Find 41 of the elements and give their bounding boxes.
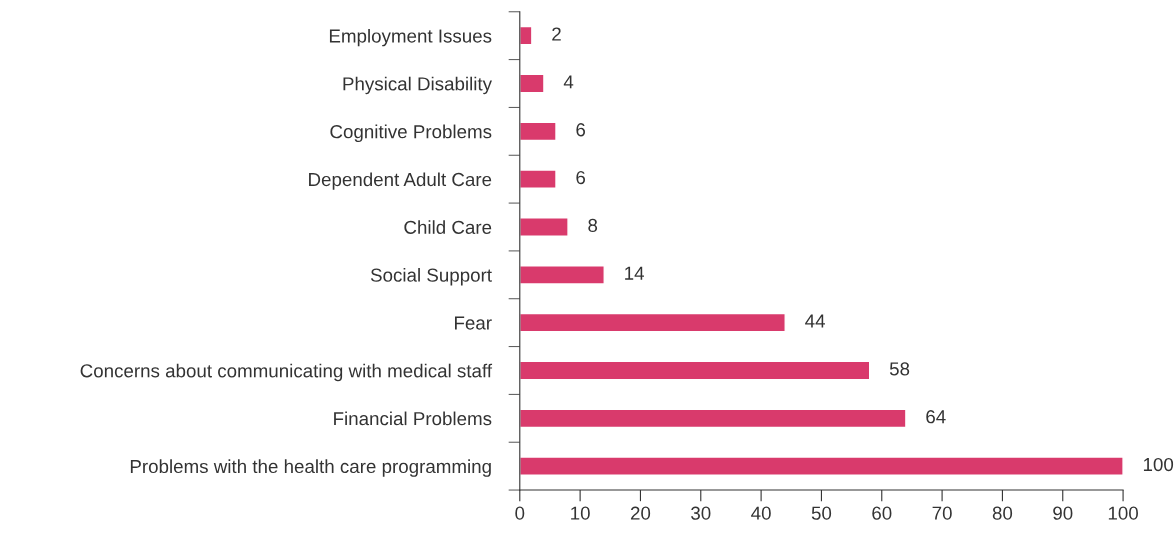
bar (519, 360, 871, 381)
data-label: 100 (1143, 457, 1174, 472)
y-tick-label: Cognitive Problems (330, 124, 492, 143)
x-tick-label: 0 (515, 506, 525, 520)
bar (519, 25, 533, 46)
y-tick-label: Child Care (404, 220, 492, 234)
x-tick-label: 20 (630, 506, 651, 520)
x-tick-label: 30 (691, 506, 711, 520)
y-tick-label: Problems with the health care programming (130, 459, 491, 477)
y-tick-label: Fear (455, 316, 492, 330)
x-tick-label: 80 (992, 506, 1013, 520)
bar (519, 408, 907, 429)
bar (519, 169, 557, 189)
bar (519, 265, 605, 285)
y-tick-label: Physical Disability (343, 76, 492, 95)
x-tick-label: 50 (811, 506, 832, 520)
bar (519, 73, 545, 94)
data-label: 64 (926, 410, 946, 424)
y-tick-label: Dependent Adult Care (309, 172, 492, 190)
x-tick-label: 60 (872, 506, 892, 520)
data-label: 8 (588, 218, 598, 233)
data-label: 2 (552, 27, 561, 41)
y-tick-label: Financial Problems (334, 411, 492, 426)
data-label: 4 (563, 75, 574, 89)
bar (519, 312, 786, 333)
data-label: 44 (805, 314, 825, 328)
x-tick-label: 10 (571, 506, 590, 520)
bar (519, 217, 569, 237)
data-label: 58 (889, 362, 910, 376)
data-label: 6 (576, 170, 586, 185)
bar (519, 456, 1124, 476)
y-tick-label: Social Support (370, 268, 492, 286)
y-tick-label: Concerns about communicating with medical staff (80, 363, 493, 382)
y-tick-label: Employment Issues (329, 28, 492, 47)
x-tick-label: 70 (932, 506, 952, 520)
data-label: 14 (625, 266, 644, 280)
x-tick-label: 100 (1108, 506, 1138, 520)
bar (519, 121, 557, 142)
x-tick-label: 90 (1053, 506, 1073, 520)
x-tick-label: 40 (751, 506, 771, 520)
data-label: 6 (576, 123, 586, 137)
